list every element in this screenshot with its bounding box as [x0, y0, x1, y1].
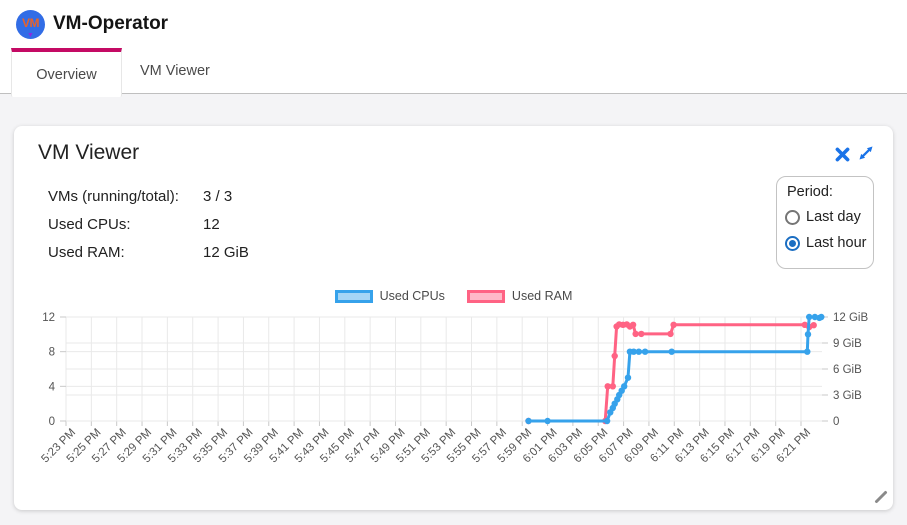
tab-vm-viewer[interactable]: VM Viewer	[140, 62, 210, 79]
usage-chart[interactable]: 5:23 PM5:25 PM5:27 PM5:29 PM5:31 PM5:33 …	[20, 307, 900, 487]
period-label: Period:	[787, 184, 833, 200]
card-title: VM Viewer	[38, 141, 140, 164]
legend-item-used-cpus[interactable]: Used CPUs	[334, 289, 445, 303]
svg-text:12 GiB: 12 GiB	[833, 312, 868, 324]
radio-checked-icon	[785, 235, 800, 251]
svg-text:3 GiB: 3 GiB	[833, 390, 862, 402]
cpu-legend-swatch-icon	[334, 289, 373, 303]
period-option-last-hour[interactable]: Last hour	[785, 235, 866, 251]
stat-ram-label: Used RAM:	[48, 244, 125, 261]
close-icon[interactable]	[834, 146, 852, 164]
ram-legend-swatch-icon	[466, 289, 505, 303]
period-selector: Period: Last day Last hour	[776, 176, 874, 269]
legend-item-used-ram[interactable]: Used RAM	[466, 289, 573, 303]
stat-vms-label: VMs (running/total):	[48, 188, 179, 205]
content-area: VM Viewer VMs (running/total): 3 / 3 Use…	[0, 94, 907, 525]
tab-overview[interactable]: Overview	[11, 48, 122, 97]
card-resize-handle[interactable]	[873, 489, 889, 505]
stat-cpus: Used CPUs: 12	[48, 216, 468, 238]
stat-cpus-value: 12	[203, 216, 220, 233]
stat-ram-value: 12 GiB	[203, 244, 249, 261]
logo-caret-icon: ▼	[27, 32, 34, 39]
app-header: VM ▼ VM-Operator	[0, 0, 907, 48]
svg-text:6 GiB: 6 GiB	[833, 364, 862, 376]
svg-text:8: 8	[49, 347, 55, 359]
vm-viewer-card: VM Viewer VMs (running/total): 3 / 3 Use…	[14, 126, 893, 510]
svg-text:12: 12	[42, 312, 55, 324]
chart-legend: Used CPUs Used RAM	[14, 289, 893, 303]
svg-text:0: 0	[833, 416, 839, 428]
svg-text:0: 0	[49, 416, 55, 428]
period-option-last-day[interactable]: Last day	[785, 209, 861, 225]
expand-icon[interactable]	[857, 144, 875, 162]
app-title: VM-Operator	[53, 13, 169, 34]
legend-label: Used RAM	[511, 289, 573, 303]
period-option-label: Last day	[806, 209, 861, 225]
logo-vm-text: VM	[22, 16, 40, 30]
svg-text:4: 4	[49, 381, 56, 393]
legend-label: Used CPUs	[379, 289, 445, 303]
stat-ram: Used RAM: 12 GiB	[48, 244, 468, 266]
tab-bar: Overview VM Viewer	[0, 48, 907, 97]
svg-text:9 GiB: 9 GiB	[833, 338, 862, 350]
stat-vms-value: 3 / 3	[203, 188, 233, 205]
stat-vms: VMs (running/total): 3 / 3	[48, 188, 468, 210]
radio-unchecked-icon	[785, 209, 800, 225]
period-option-label: Last hour	[806, 235, 867, 251]
stat-cpus-label: Used CPUs:	[48, 216, 131, 233]
app-logo-icon: VM ▼	[16, 10, 45, 39]
